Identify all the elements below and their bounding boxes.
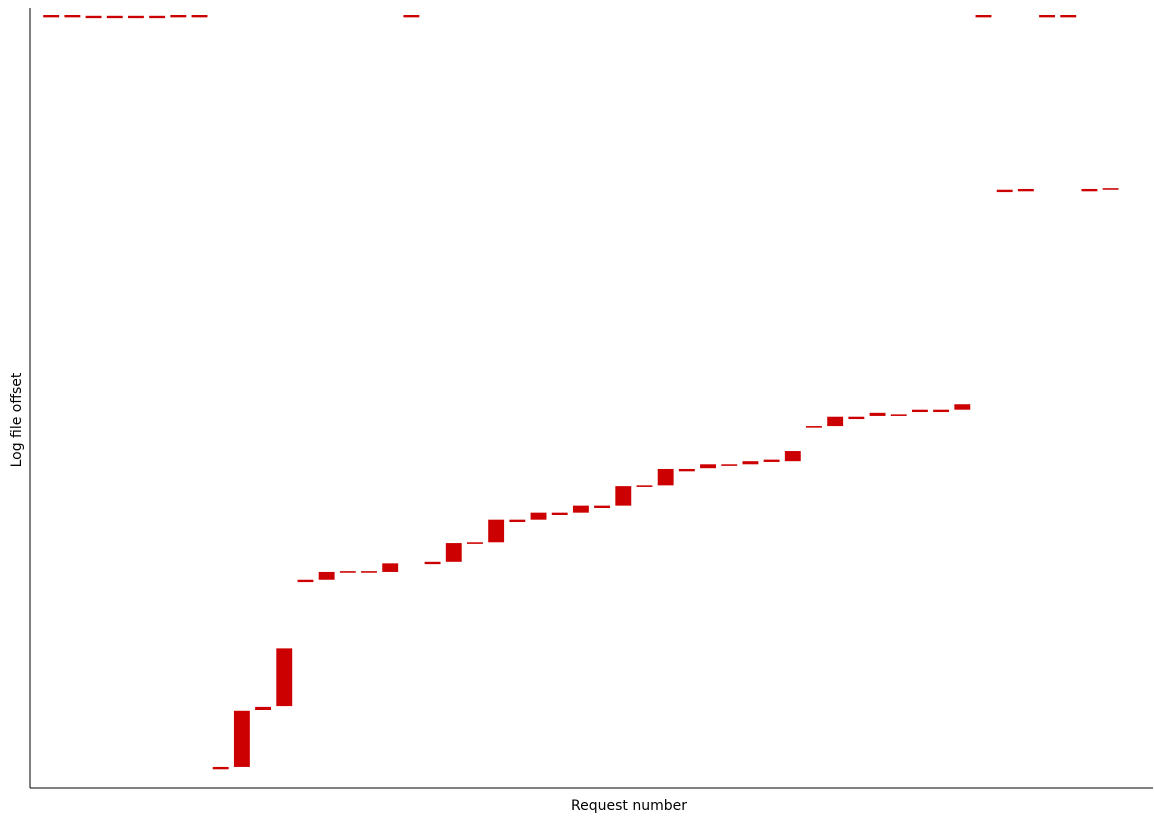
range-bar xyxy=(954,404,971,410)
x-axis-label: Request number xyxy=(571,798,687,814)
range-bar xyxy=(806,426,822,428)
range-bar xyxy=(996,189,1013,193)
range-bar xyxy=(742,461,759,465)
range-bar xyxy=(636,485,653,487)
range-bar xyxy=(911,409,928,413)
range-bar xyxy=(721,464,738,466)
range-bar xyxy=(170,15,187,18)
range-bar xyxy=(64,15,81,18)
range-bar xyxy=(615,486,632,506)
range-bar xyxy=(212,766,229,770)
range-bar xyxy=(233,710,250,767)
range-bar xyxy=(1039,15,1056,18)
range-bar xyxy=(572,505,589,513)
range-bar xyxy=(933,409,950,413)
range-bar xyxy=(424,561,441,565)
range-bar xyxy=(509,519,526,523)
range-bar xyxy=(149,15,166,19)
range-bar xyxy=(1081,188,1098,192)
range-bar xyxy=(594,505,611,508)
range-bar xyxy=(678,468,695,472)
y-axis-label: Log file offset xyxy=(9,372,25,467)
range-bar xyxy=(445,543,462,562)
range-bar xyxy=(85,15,102,19)
range-bar xyxy=(297,579,314,583)
range-bar xyxy=(551,512,568,515)
range-bar xyxy=(191,15,208,18)
range-bar xyxy=(382,563,399,572)
range-bar xyxy=(1017,188,1034,192)
range-bar xyxy=(530,512,547,520)
range-bar xyxy=(467,542,483,544)
range-bar xyxy=(361,571,377,573)
range-bar xyxy=(43,15,60,18)
range-bar xyxy=(106,15,123,19)
range-bar xyxy=(890,414,907,416)
range-bar xyxy=(318,571,335,580)
range-bar xyxy=(1060,15,1077,18)
range-bar xyxy=(827,416,844,427)
range-bar xyxy=(255,706,272,710)
range-bar xyxy=(339,571,356,573)
range-bar xyxy=(127,15,144,19)
range-bar xyxy=(488,519,505,543)
range-bar xyxy=(975,15,992,18)
range-bar xyxy=(700,464,716,469)
range-bar xyxy=(784,451,801,462)
range-bar xyxy=(276,648,293,707)
range-bar xyxy=(869,412,886,416)
range-bar xyxy=(657,468,674,486)
range-bar xyxy=(763,459,780,462)
range-bar xyxy=(848,416,865,420)
range-bar xyxy=(1102,188,1119,190)
range-bar xyxy=(403,15,420,18)
